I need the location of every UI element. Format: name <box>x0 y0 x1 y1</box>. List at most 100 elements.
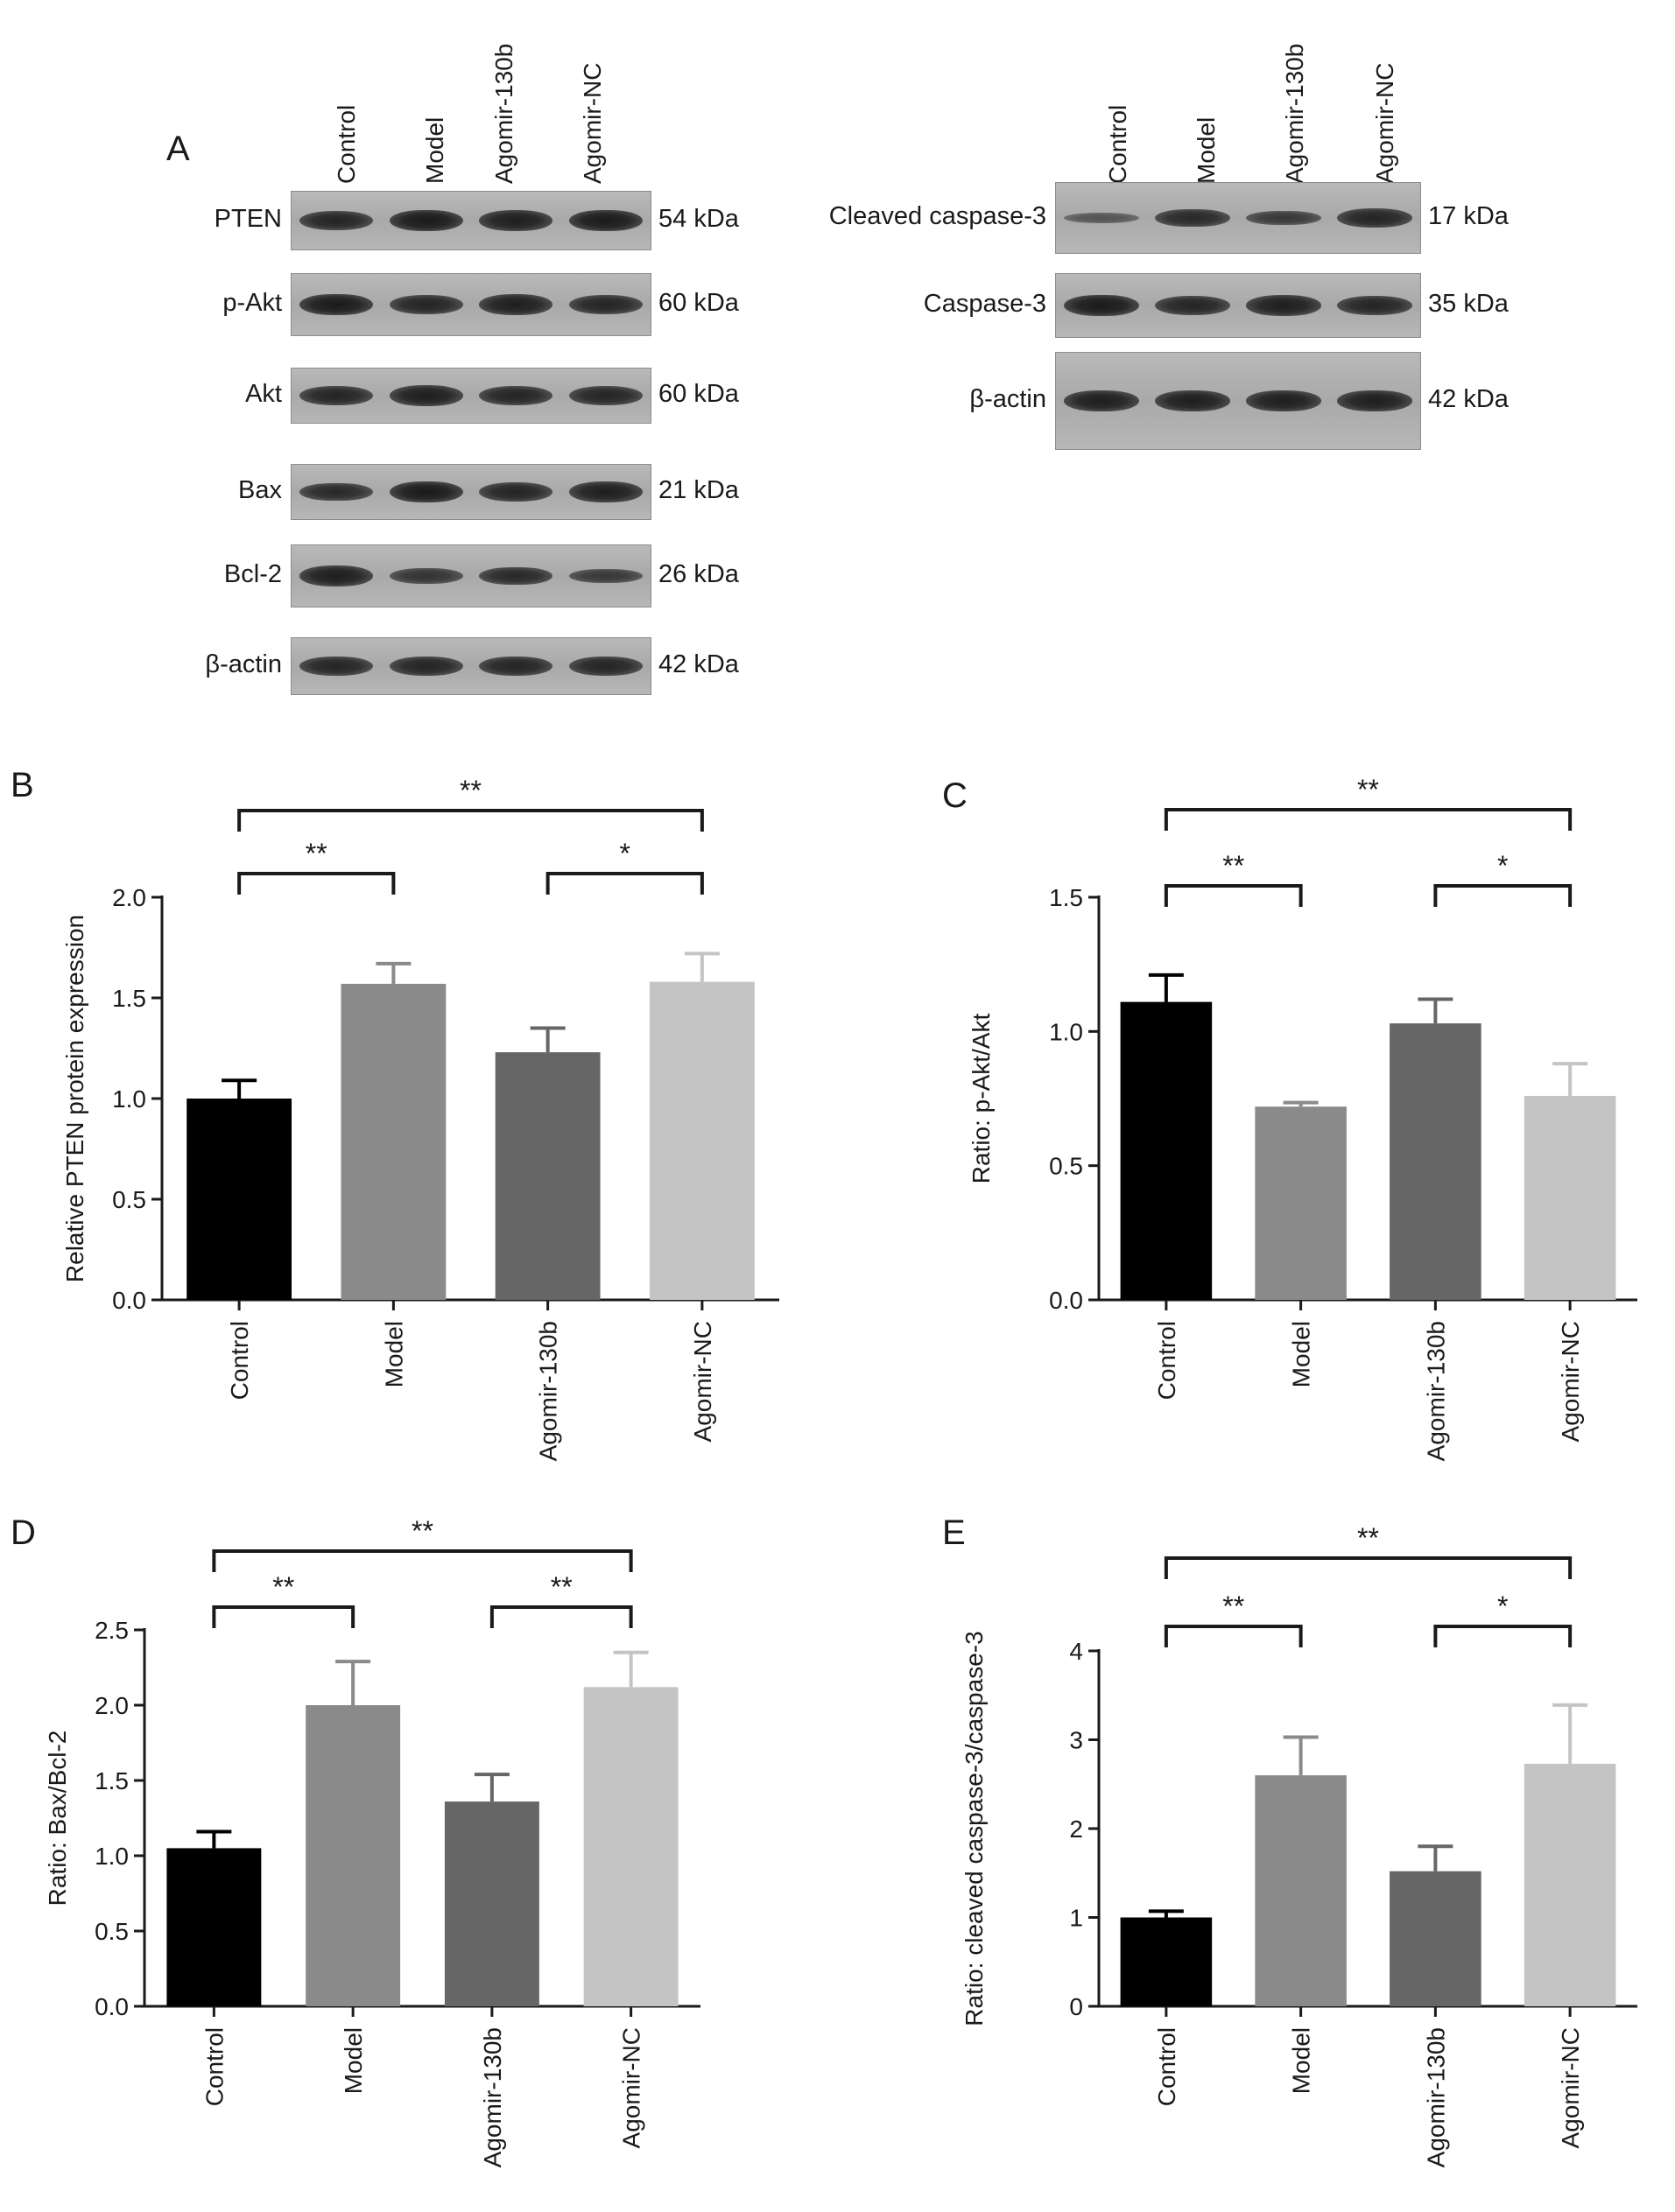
significance-bracket <box>212 1605 355 1628</box>
blot-protein-label: Cleaved caspase-3 <box>828 202 1046 230</box>
blot-protein-label: Bcl-2 <box>223 560 282 588</box>
blot-band <box>299 293 374 316</box>
y-tick-label: 0.5 <box>95 1918 129 1945</box>
blot-band <box>568 294 643 315</box>
blot-band <box>389 385 463 406</box>
y-tick-label: 2.0 <box>112 884 146 911</box>
blot-band <box>299 565 374 586</box>
significance-label: ** <box>1222 850 1244 881</box>
x-tick-label: Control <box>1153 2027 1180 2106</box>
bar <box>341 983 447 1300</box>
y-tick-label: 3 <box>1069 1727 1083 1754</box>
molecular-weight-label: 60 kDa <box>658 289 739 317</box>
significance-label: * <box>1497 850 1508 881</box>
blot-strip <box>291 637 651 695</box>
blot-strip <box>291 544 651 607</box>
x-tick-label: Agomir-NC <box>689 1321 716 1442</box>
significance-label: ** <box>412 1515 433 1547</box>
blot-band <box>1337 390 1412 411</box>
panel-letter: D <box>11 1513 36 1552</box>
x-tick-label: Agomir-NC <box>1557 1321 1584 1442</box>
significance-label: ** <box>1357 774 1379 805</box>
molecular-weight-label: 35 kDa <box>1428 290 1509 318</box>
blot-band <box>299 210 374 231</box>
bar <box>1524 1095 1616 1300</box>
bar <box>1255 1106 1347 1300</box>
bar <box>1255 1775 1347 2006</box>
panel-letter-a: A <box>166 130 190 168</box>
bar <box>166 1848 262 2006</box>
bar <box>1120 1917 1213 2006</box>
molecular-weight-label: 42 kDa <box>658 650 739 678</box>
x-tick-label: Model <box>380 1321 407 1387</box>
bar <box>1120 1001 1213 1300</box>
molecular-weight-label: 42 kDa <box>1428 385 1509 413</box>
molecular-weight-label: 17 kDa <box>1428 202 1509 230</box>
molecular-weight-label: 26 kDa <box>658 560 739 588</box>
blot-band <box>389 567 463 585</box>
bar <box>187 1099 292 1300</box>
lane-label-agomir-nc: Agomir-NC <box>1371 62 1398 184</box>
x-tick-label: Agomir-130b <box>1422 2027 1449 2167</box>
y-axis-label: Ratio: p-Akt/Akt <box>968 1014 995 1184</box>
blot-protein-label: Bax <box>238 476 282 504</box>
significance-bracket <box>212 1549 633 1572</box>
bar <box>444 1801 539 2006</box>
y-tick-label: 1.5 <box>1049 884 1083 911</box>
lane-label-control: Control <box>333 104 360 184</box>
blot-band <box>1246 295 1321 316</box>
x-tick-label: Control <box>201 2027 228 2106</box>
blot-band <box>479 385 553 406</box>
bar <box>649 981 755 1300</box>
y-axis-label: Ratio: Bax/Bcl-2 <box>44 1731 71 1907</box>
molecular-weight-label: 21 kDa <box>658 476 739 504</box>
y-tick-label: 1 <box>1069 1905 1083 1932</box>
molecular-weight-label: 60 kDa <box>658 380 739 408</box>
significance-bracket <box>237 809 704 832</box>
panel-letter: E <box>942 1513 966 1552</box>
blot-band <box>479 481 553 502</box>
bar <box>306 1705 401 2006</box>
blot-band <box>1064 390 1139 411</box>
x-tick-label: Agomir-130b <box>535 1321 562 1461</box>
blot-strip <box>291 368 651 424</box>
significance-bracket <box>1164 1625 1303 1647</box>
blot-protein-label: Caspase-3 <box>923 290 1046 318</box>
blot-band <box>1064 294 1139 317</box>
significance-bracket <box>1433 884 1573 907</box>
blot-protein-label: p-Akt <box>222 289 282 317</box>
x-tick-label: Agomir-NC <box>618 2027 645 2148</box>
panel-letter: B <box>11 766 34 804</box>
blot-strip <box>291 464 651 520</box>
blot-band <box>389 481 463 503</box>
blot-band <box>1155 295 1230 316</box>
significance-bracket <box>1433 1625 1573 1647</box>
blot-band <box>568 656 643 677</box>
blot-band <box>389 656 463 677</box>
x-tick-label: Model <box>1288 1321 1315 1387</box>
blot-protein-label: Akt <box>245 380 282 408</box>
significance-bracket <box>1164 884 1303 907</box>
y-axis-label: Ratio: cleaved caspase-3/caspase-3 <box>961 1631 988 2026</box>
blot-band <box>1246 210 1321 226</box>
bar <box>1390 1023 1481 1300</box>
y-tick-label: 0 <box>1069 1993 1083 2020</box>
blot-strip <box>291 191 651 250</box>
x-tick-label: Agomir-130b <box>1422 1321 1449 1461</box>
significance-bracket <box>489 1605 633 1628</box>
lane-label-agomir-nc: Agomir-NC <box>579 62 606 184</box>
significance-label: ** <box>272 1571 294 1603</box>
blot-band <box>389 294 463 315</box>
panel-letter: C <box>942 776 968 815</box>
chart-panel-c: C 0.0 0.5 1.0 1.5 Ratio: p-Akt/Akt Control Mode… <box>942 774 1637 1461</box>
blot-band <box>299 482 374 502</box>
y-tick-label: 2 <box>1069 1815 1083 1843</box>
blot-strip <box>1055 273 1421 338</box>
significance-bracket <box>545 872 704 895</box>
bar <box>1390 1871 1481 2006</box>
lane-label-model: Model <box>1193 116 1220 184</box>
chart-panel-b: B 0.0 0.5 1.0 1.5 2.0 Relative PTEN protein ex… <box>11 766 779 1461</box>
x-tick-label: Control <box>226 1321 253 1400</box>
blot-band <box>568 568 643 584</box>
significance-label: ** <box>1357 1522 1379 1554</box>
